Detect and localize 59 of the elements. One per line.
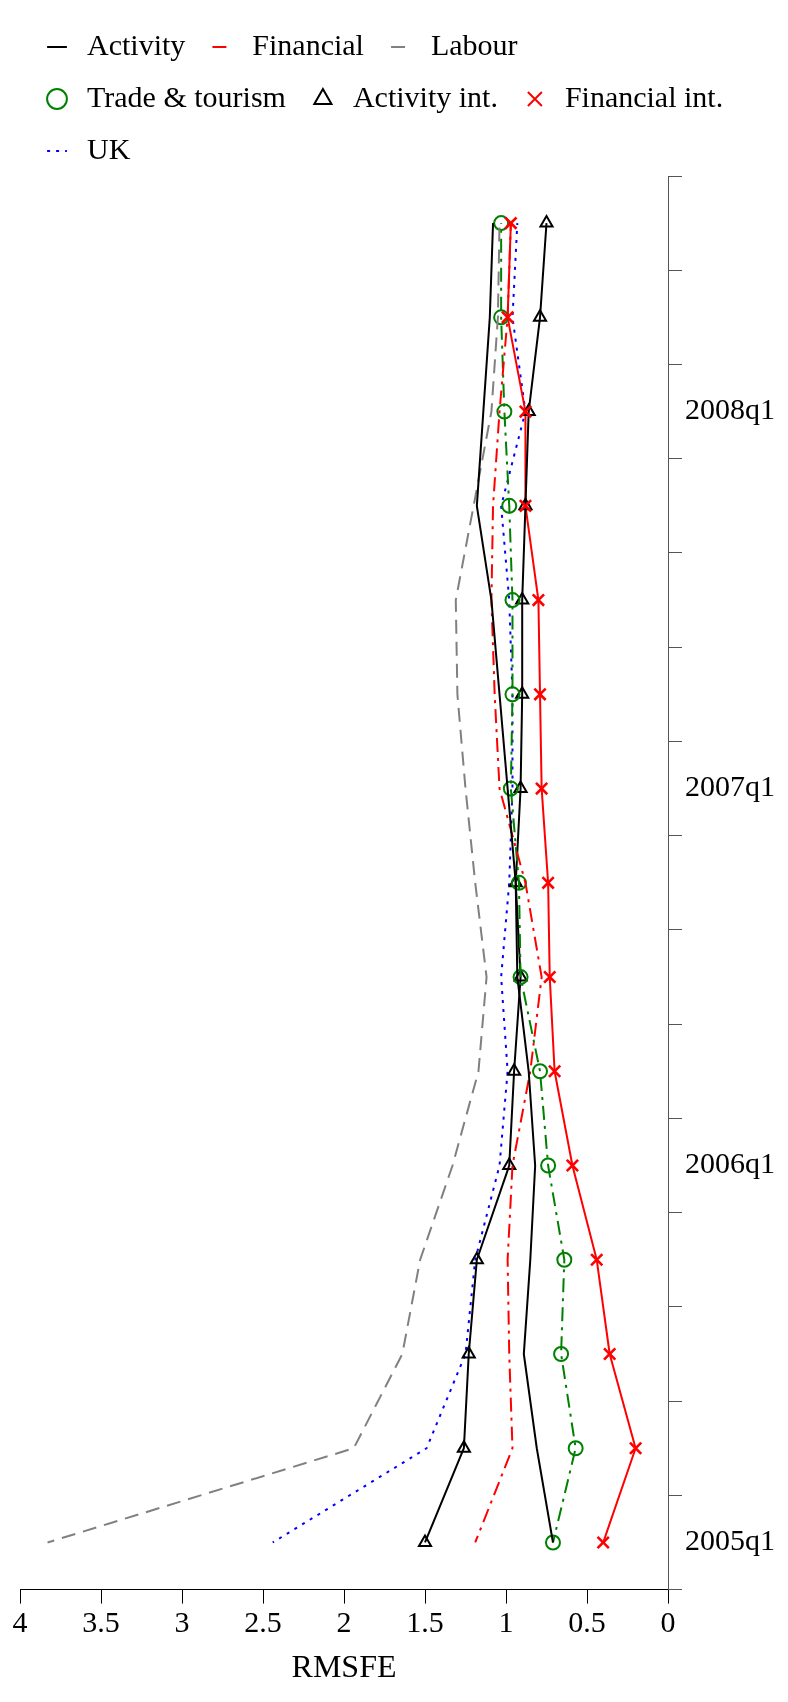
point <box>504 216 518 230</box>
x-tick-label: 0 <box>660 1605 676 1639</box>
legend-label: Labour <box>430 27 518 61</box>
point <box>501 310 515 324</box>
x-tick-label: 3 <box>174 1605 190 1639</box>
legend-label: Activity <box>87 27 186 61</box>
point <box>556 1251 573 1268</box>
legend-label: Financial int. <box>564 79 724 113</box>
point <box>501 497 518 514</box>
point <box>493 215 510 232</box>
x-tick-label: 2 <box>336 1605 352 1639</box>
point <box>502 780 519 797</box>
point <box>590 1253 604 1267</box>
x-axis-title: RMSFE <box>291 1648 397 1685</box>
point <box>541 876 555 890</box>
y-tick-label: 2007q1 <box>685 769 775 803</box>
point <box>535 781 549 796</box>
point <box>504 592 521 609</box>
point <box>539 215 554 228</box>
point <box>502 1157 517 1171</box>
x-tick-label: 0.5 <box>568 1605 606 1639</box>
point <box>553 1346 570 1362</box>
point <box>596 1535 610 1550</box>
x-tick-label: 1 <box>498 1605 514 1639</box>
point <box>532 1063 549 1080</box>
point <box>512 969 529 986</box>
legend-label: Activity int. <box>352 79 498 113</box>
point <box>461 1346 476 1359</box>
point <box>603 1347 617 1361</box>
point <box>540 1157 557 1174</box>
point <box>548 1064 562 1078</box>
legend-label: Financial <box>252 27 364 61</box>
x-tick-label: 4 <box>12 1605 28 1639</box>
legend-label: Trade & tourism <box>87 79 286 113</box>
point <box>469 1251 484 1265</box>
y-tick-label: 2005q1 <box>685 1523 775 1557</box>
point <box>417 1534 433 1547</box>
point <box>544 1534 561 1551</box>
point <box>493 309 510 326</box>
point <box>496 403 513 420</box>
point <box>507 1063 522 1076</box>
legend-label: UK <box>87 131 131 165</box>
point <box>513 780 528 794</box>
y-tick-label: 2006q1 <box>685 1146 775 1180</box>
point <box>533 687 547 701</box>
y-tick-label: 2008q1 <box>685 392 775 426</box>
point <box>567 1440 584 1457</box>
point <box>515 592 530 605</box>
point <box>531 593 545 607</box>
point <box>513 969 528 982</box>
point <box>543 970 557 984</box>
point <box>456 1440 471 1453</box>
x-tick-label: 1.5 <box>406 1605 444 1639</box>
x-tick-label: 3.5 <box>82 1605 120 1639</box>
point <box>515 686 530 699</box>
point <box>532 309 548 322</box>
x-tick-label: 2.5 <box>244 1605 282 1639</box>
point <box>504 686 521 703</box>
point <box>629 1441 643 1455</box>
